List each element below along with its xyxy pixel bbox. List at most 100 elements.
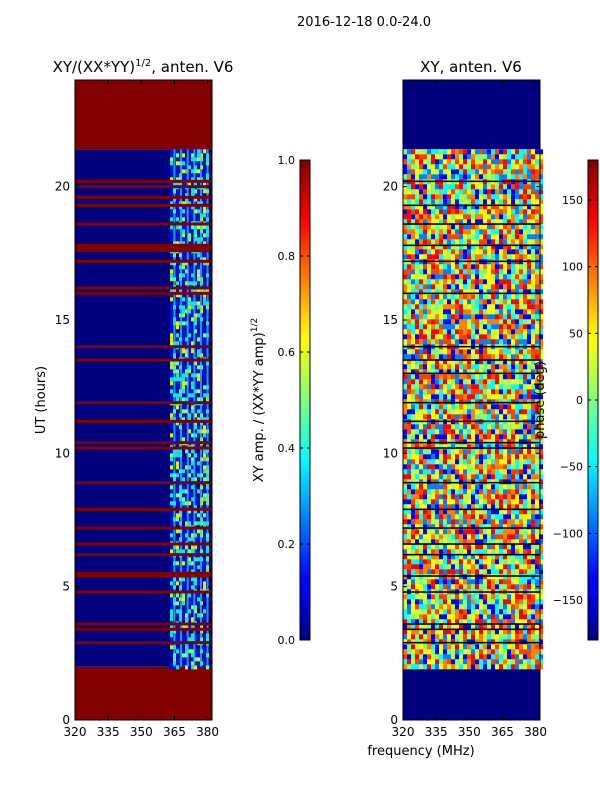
right-phase-cell xyxy=(423,164,427,170)
right-phase-cell xyxy=(475,514,479,520)
right-phase-cell xyxy=(471,149,475,155)
right-phase-cell xyxy=(483,294,487,300)
right-phase-cell xyxy=(423,599,427,605)
right-phase-cell xyxy=(439,234,443,240)
right-phase-cell xyxy=(443,239,447,245)
right-phase-cell xyxy=(419,489,423,495)
right-phase-cell xyxy=(523,334,527,340)
right-phase-cell xyxy=(423,219,427,225)
right-phase-cell xyxy=(511,364,515,370)
right-phase-cell xyxy=(523,244,527,250)
right-phase-cell xyxy=(527,514,531,520)
right-phase-cell xyxy=(463,519,467,525)
left-band-cell xyxy=(191,477,195,482)
right-phase-cell xyxy=(431,439,435,445)
left-band-cell xyxy=(203,633,207,638)
right-phase-cell xyxy=(487,544,491,550)
right-phase-cell xyxy=(403,544,407,550)
right-phase-cell xyxy=(467,544,471,550)
right-phase-cell xyxy=(443,249,447,255)
right-phase-cell xyxy=(447,539,451,545)
shared-xlabel: frequency (MHz) xyxy=(367,744,474,759)
right-phase-cell xyxy=(447,264,451,270)
right-phase-cell xyxy=(415,274,419,280)
right-phase-cell xyxy=(531,394,535,400)
right-phase-cell xyxy=(539,149,543,155)
right-phase-cell xyxy=(443,169,447,175)
left-band-cell xyxy=(197,461,201,466)
right-phase-cell xyxy=(443,199,447,205)
right-phase-cell xyxy=(455,204,459,210)
left-band-cell xyxy=(176,473,180,478)
right-phase-cell xyxy=(535,429,539,435)
left-band-cell xyxy=(185,153,189,158)
right-phase-cell xyxy=(499,364,503,370)
left-band-cell xyxy=(188,297,192,302)
right-phase-cell xyxy=(483,209,487,215)
left-band-cell xyxy=(182,409,186,414)
right-phase-cell xyxy=(535,434,539,440)
right-phase-cell xyxy=(463,364,467,370)
right-phase-cell xyxy=(487,329,491,335)
right-phase-cell xyxy=(427,474,431,480)
right-phase-cell xyxy=(499,654,503,660)
right-ytick-label: 20 xyxy=(383,180,398,194)
right-phase-cell xyxy=(403,514,407,520)
right-phase-cell xyxy=(535,564,539,570)
right-phase-cell xyxy=(455,294,459,300)
right-phase-cell xyxy=(475,204,479,210)
right-phase-cell xyxy=(495,559,499,565)
right-phase-cell xyxy=(443,489,447,495)
right-phase-cell xyxy=(531,664,535,670)
right-phase-cell xyxy=(487,664,491,670)
right-phase-cell xyxy=(507,154,511,160)
right-phase-cell xyxy=(435,169,439,175)
left-band-cell xyxy=(182,425,186,430)
right-phase-cell xyxy=(467,649,471,655)
right-phase-cell xyxy=(487,549,491,555)
right-phase-cell xyxy=(523,339,527,345)
right-phase-cell xyxy=(419,534,423,540)
right-phase-cell xyxy=(439,229,443,235)
left-band-cell xyxy=(182,453,186,458)
right-phase-cell xyxy=(483,264,487,270)
right-phase-cell xyxy=(455,229,459,235)
right-phase-cell xyxy=(407,459,411,465)
right-phase-cell xyxy=(479,449,483,455)
right-phase-cell xyxy=(535,594,539,600)
right-phase-cell xyxy=(479,494,483,500)
left-band-cell xyxy=(185,625,189,630)
right-phase-cell xyxy=(447,384,451,390)
right-phase-cell xyxy=(523,484,527,490)
right-phase-cell xyxy=(519,369,523,375)
right-phase-cell xyxy=(503,649,507,655)
right-phase-cell xyxy=(451,374,455,380)
right-phase-cell xyxy=(499,479,503,485)
left-band-cell xyxy=(194,517,198,522)
right-phase-cell xyxy=(423,479,427,485)
right-phase-cell xyxy=(435,449,439,455)
left-band-cell xyxy=(194,605,198,610)
right-phase-cell xyxy=(515,584,519,590)
right-phase-cell xyxy=(491,529,495,535)
right-phase-cell xyxy=(463,164,467,170)
right-phase-cell xyxy=(531,429,535,435)
right-phase-cell xyxy=(499,539,503,545)
right-phase-cell xyxy=(511,524,515,530)
right-phase-cell xyxy=(507,484,511,490)
right-phase-cell xyxy=(419,234,423,240)
left-flagged-row xyxy=(75,179,212,183)
right-phase-cell xyxy=(507,444,511,450)
left-band-cell xyxy=(203,201,207,206)
right-phase-cell xyxy=(459,504,463,510)
right-phase-cell xyxy=(515,219,519,225)
left-band-cell xyxy=(197,657,201,662)
right-phase-cell xyxy=(515,364,519,370)
right-phase-cell xyxy=(423,159,427,165)
right-phase-cell xyxy=(519,499,523,505)
right-phase-cell xyxy=(471,239,475,245)
right-phase-cell xyxy=(471,314,475,320)
right-phase-cell xyxy=(415,384,419,390)
right-phase-cell xyxy=(531,299,535,305)
right-phase-cell xyxy=(451,314,455,320)
